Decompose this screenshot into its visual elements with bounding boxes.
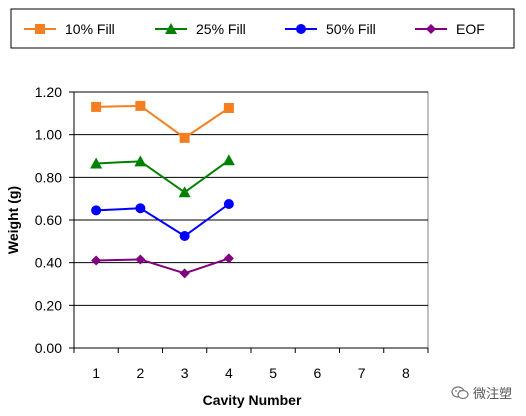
legend: 10% Fill 25% Fill 50% Fill EOF xyxy=(10,8,515,49)
data-point xyxy=(222,154,235,166)
series-square xyxy=(91,100,234,143)
x-tick-label: 1 xyxy=(92,365,100,381)
legend-item: 50% Fill xyxy=(285,21,376,37)
x-tick-label: 4 xyxy=(225,365,233,381)
y-tick-label: 0.20 xyxy=(35,297,62,313)
y-tick-label: 1.20 xyxy=(35,84,62,100)
x-tick-label: 6 xyxy=(313,365,321,381)
data-point xyxy=(91,255,102,266)
x-tick-label: 3 xyxy=(181,365,189,381)
x-tick-label: 7 xyxy=(358,365,366,381)
data-point xyxy=(223,253,234,264)
legend-marker xyxy=(426,24,436,34)
legend-label: 50% Fill xyxy=(326,21,376,37)
series-circle xyxy=(91,199,234,241)
data-point xyxy=(135,203,146,214)
legend-label: 10% Fill xyxy=(65,21,115,37)
y-tick-label: 0.60 xyxy=(35,212,62,228)
data-point xyxy=(179,231,190,241)
y-tick-label: 0.80 xyxy=(35,169,62,185)
watermark: 微注塑 xyxy=(451,383,512,402)
series-line xyxy=(96,104,230,140)
y-tick-label: 0.40 xyxy=(35,255,62,271)
plot-area: 0.00 0.20 0.40 0.60 0.80 1.00 1.20 1 2 3 4 5 6 7 8 xyxy=(35,84,429,381)
x-tick-label: 8 xyxy=(402,365,410,381)
x-axis-label: Cavity Number xyxy=(203,392,302,408)
legend-marker xyxy=(35,24,45,34)
data-point xyxy=(135,100,146,111)
legend-label: EOF xyxy=(456,21,485,37)
data-point xyxy=(223,103,234,113)
series-line xyxy=(96,203,230,238)
y-axis-label: Weight (g) xyxy=(5,186,21,254)
data-point xyxy=(91,205,102,216)
series-line xyxy=(96,159,230,194)
data-point xyxy=(223,199,234,209)
legend-item: EOF xyxy=(415,21,485,37)
y-tick-label: 1.00 xyxy=(35,127,62,143)
series-line xyxy=(96,257,230,275)
data-point xyxy=(135,254,146,265)
y-tick-label: 0.00 xyxy=(35,340,62,356)
data-point xyxy=(91,101,102,112)
data-point xyxy=(179,268,190,279)
wechat-icon xyxy=(451,385,469,399)
x-tick-label: 2 xyxy=(136,365,144,381)
legend-marker xyxy=(165,23,177,34)
legend-item: 25% Fill xyxy=(155,21,246,37)
legend-item: 10% Fill xyxy=(24,21,115,37)
x-tick-label: 5 xyxy=(269,365,277,381)
data-point xyxy=(179,132,190,143)
data-point xyxy=(178,186,191,198)
data-point xyxy=(90,157,103,169)
watermark-text: 微注塑 xyxy=(472,387,512,402)
legend-marker xyxy=(296,24,306,34)
series-diamond xyxy=(91,253,234,279)
legend-label: 25% Fill xyxy=(196,21,246,37)
series-triangle xyxy=(90,154,235,198)
data-point xyxy=(134,155,147,167)
